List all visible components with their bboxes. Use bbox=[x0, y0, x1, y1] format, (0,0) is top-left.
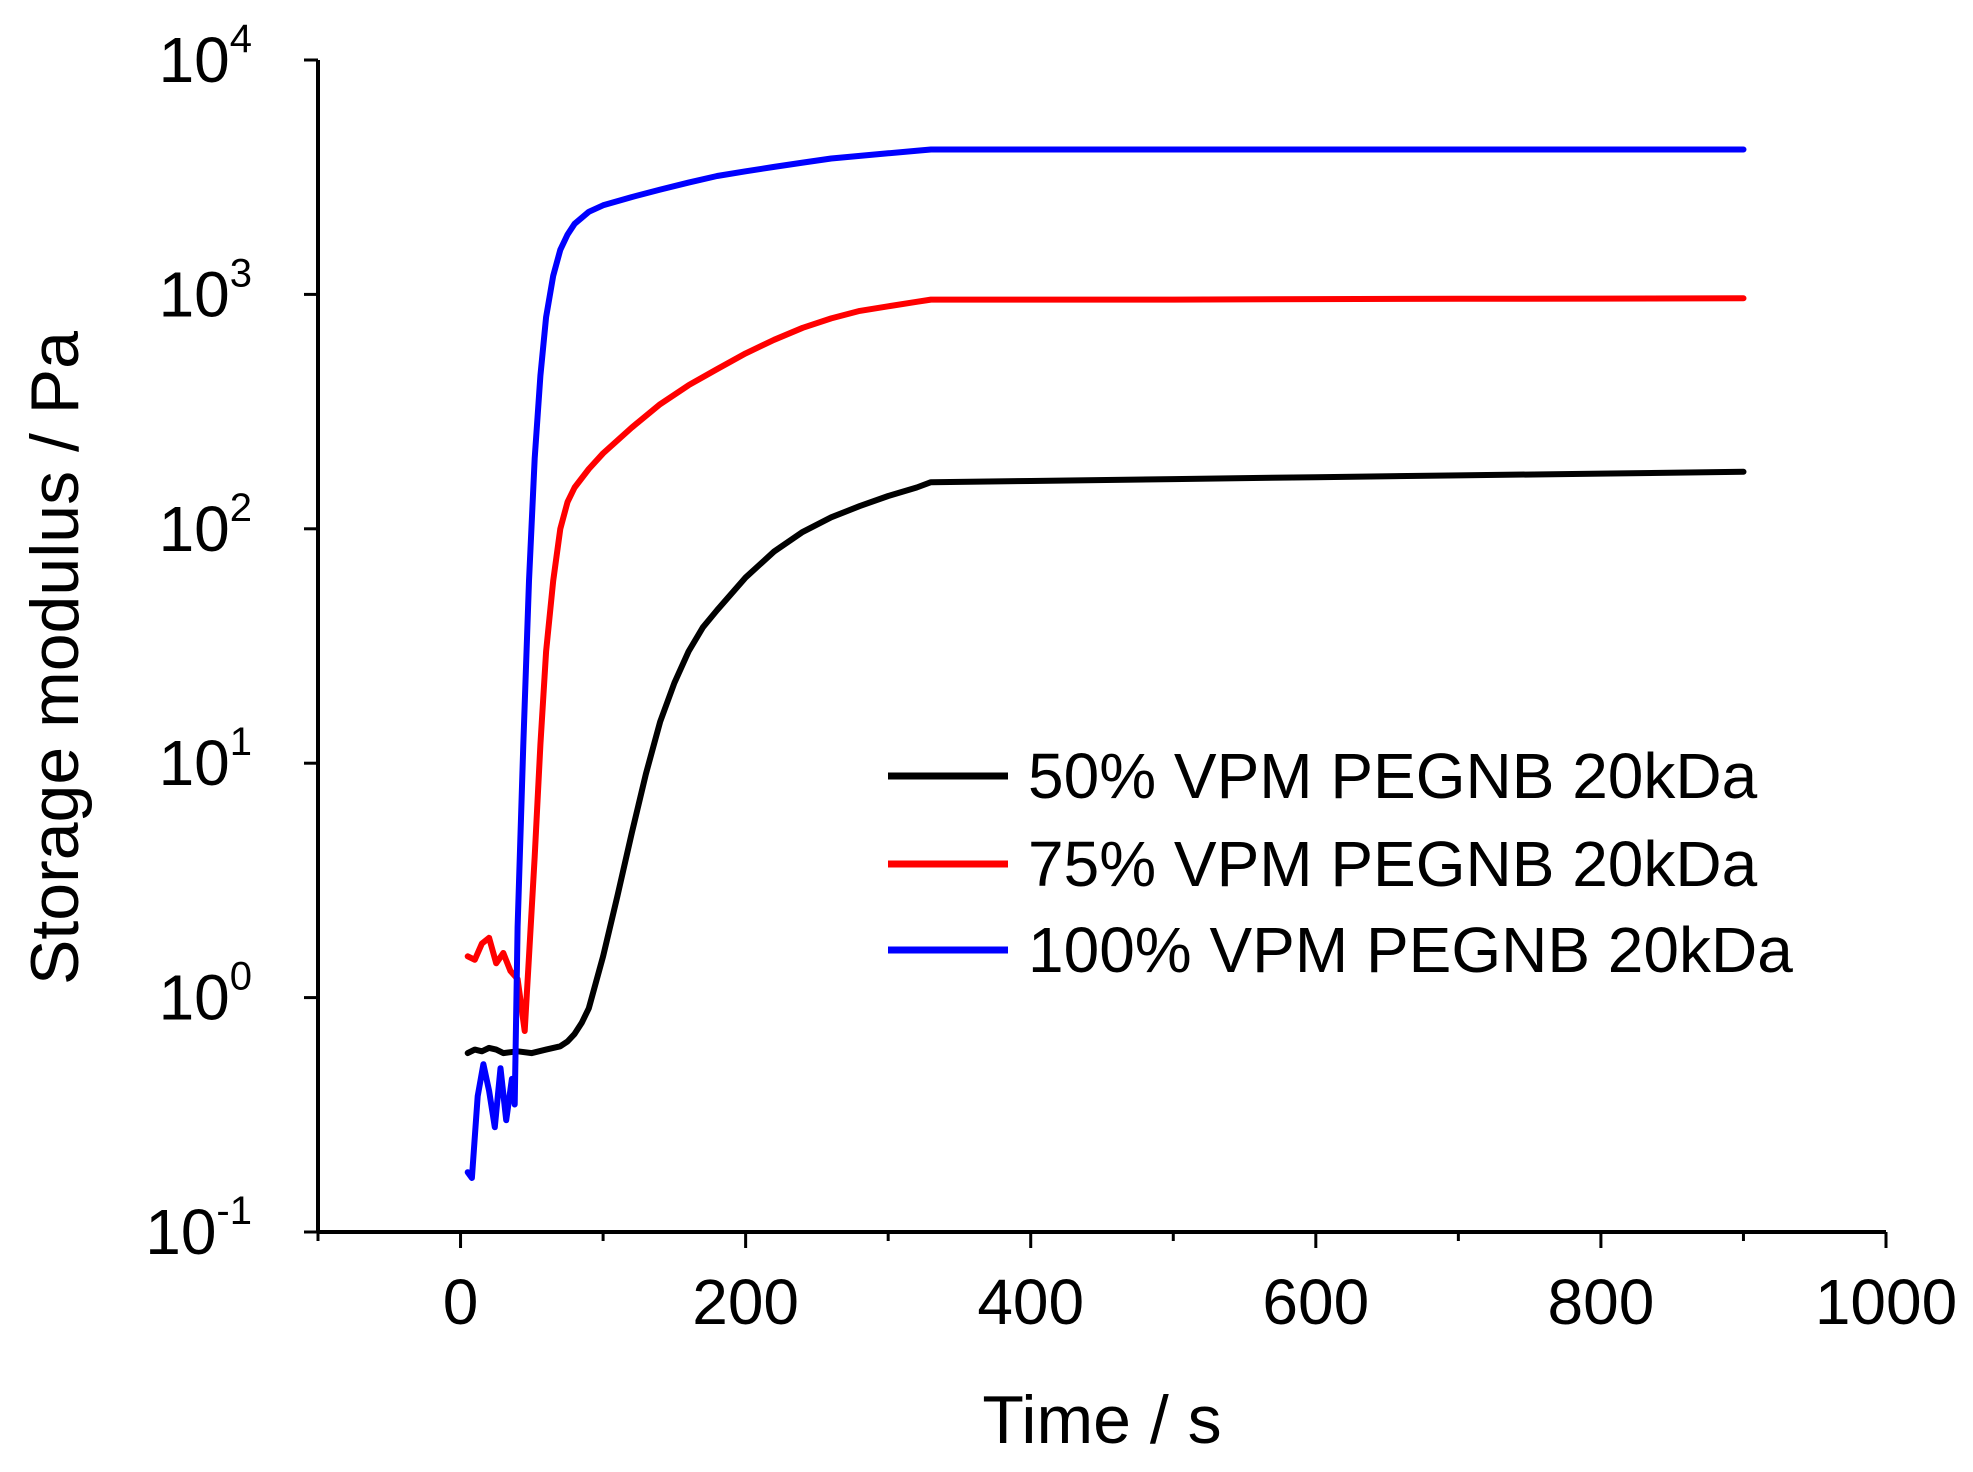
x-tick-label: 800 bbox=[1548, 1266, 1655, 1338]
x-tick-label: 600 bbox=[1262, 1266, 1369, 1338]
y-tick-label: 100 bbox=[159, 955, 252, 1034]
legend-label-3: 100% VPM PEGNB 20kDa bbox=[1028, 914, 1793, 986]
series-line-3 bbox=[464, 146, 1747, 1181]
x-tick-label: 400 bbox=[977, 1266, 1084, 1338]
x-ticks: 0 200 400 600 800 1000 bbox=[316, 1232, 1957, 1338]
series-group bbox=[464, 146, 1747, 1181]
x-tick-label: 200 bbox=[692, 1266, 799, 1338]
y-ticks: 10-1 100 101 102 103 104 bbox=[145, 17, 318, 1268]
x-tick-label: 1000 bbox=[1815, 1266, 1957, 1338]
x-axis-title: Time / s bbox=[982, 1382, 1221, 1458]
legend-label-2: 75% VPM PEGNB 20kDa bbox=[1028, 828, 1758, 900]
x-tick-label: 0 bbox=[443, 1266, 479, 1338]
y-tick-label: 101 bbox=[159, 720, 252, 799]
legend-label-1: 50% VPM PEGNB 20kDa bbox=[1028, 740, 1758, 812]
y-axis-title: Storage modulus / Pa bbox=[17, 331, 93, 985]
series-line-2 bbox=[464, 295, 1747, 1034]
y-tick-label: 10-1 bbox=[145, 1189, 252, 1268]
axes bbox=[316, 60, 1886, 1234]
y-tick-label: 103 bbox=[159, 251, 252, 330]
legend: 50% VPM PEGNB 20kDa 75% VPM PEGNB 20kDa 10… bbox=[888, 740, 1793, 986]
y-tick-label: 102 bbox=[159, 486, 252, 565]
y-tick-label: 104 bbox=[159, 17, 252, 96]
